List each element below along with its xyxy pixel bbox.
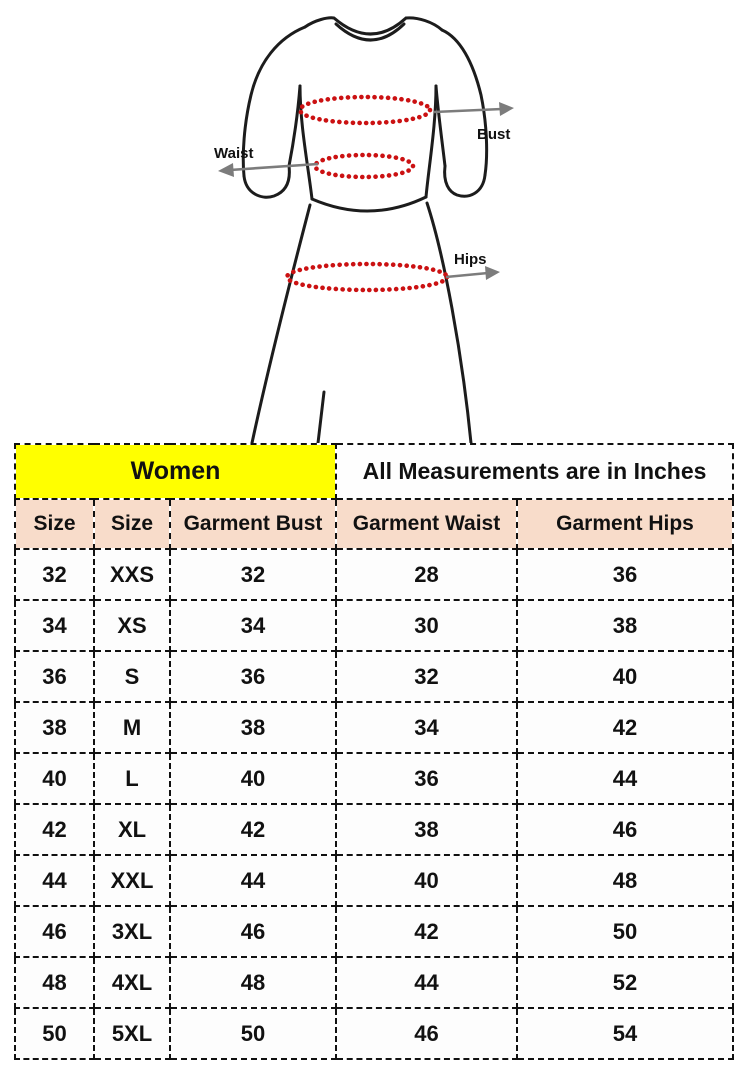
size-cell: 38: [14, 701, 95, 754]
size-cell: 32: [14, 548, 95, 601]
skirt-left-edge: [250, 203, 312, 445]
size-row: 42 XL 42 38 46: [14, 803, 735, 856]
size-cell: 3XL: [93, 905, 171, 958]
size-row: 44 XXL 44 40 48: [14, 854, 735, 907]
size-cell: XXL: [93, 854, 171, 907]
size-row: 46 3XL 46 42 50: [14, 905, 735, 958]
size-cell: 5XL: [93, 1007, 171, 1060]
size-cell: 40: [335, 854, 518, 907]
left-sleeve-inner: [287, 84, 302, 168]
size-row: 40 L 40 36 44: [14, 752, 735, 805]
size-row: 32 XXS 32 28 36: [14, 548, 735, 601]
size-cell: 50: [169, 1007, 337, 1060]
dress-measurement-diagram: Bust Waist Hips: [0, 0, 746, 445]
waist-measure-ellipse: [312, 152, 416, 180]
neckline-outer: [303, 16, 444, 36]
size-cell: 36: [335, 752, 518, 805]
size-row: 38 M 38 34 42: [14, 701, 735, 754]
waist-arrow: [218, 162, 319, 177]
size-cell: 42: [335, 905, 518, 958]
size-row: 48 4XL 48 44 52: [14, 956, 735, 1009]
left-cuff: [242, 164, 291, 199]
column-header-0-size: Size: [14, 498, 95, 550]
size-cell: 46: [169, 905, 337, 958]
size-cell: 34: [169, 599, 337, 652]
right-cuff: [443, 164, 487, 198]
size-cell: 32: [335, 650, 518, 703]
bust-measure-ellipse: [297, 94, 433, 126]
left-sleeve-outer: [241, 25, 307, 178]
size-cell: 36: [14, 650, 95, 703]
skirt-right-edge: [425, 201, 473, 445]
size-cell: 48: [14, 956, 95, 1009]
size-cell: 46: [14, 905, 95, 958]
women-title-cell: Women: [14, 443, 337, 500]
size-cell: 52: [515, 956, 735, 1009]
size-row: 50 5XL 50 46 54: [14, 1007, 735, 1060]
hips-measure-ellipse: [284, 261, 450, 293]
size-cell: 46: [335, 1007, 518, 1060]
size-cell: 36: [169, 650, 337, 703]
size-row: 34 XS 34 30 38: [14, 599, 735, 652]
size-cell: 38: [169, 701, 337, 754]
units-title-cell: All Measurements are in Inches: [334, 443, 735, 500]
size-cell: 54: [515, 1007, 735, 1060]
column-header-4-garment-hips: Garment Hips: [515, 498, 735, 550]
column-header-3-garment-waist: Garment Waist: [335, 498, 518, 550]
column-header-row: Size Size Garment Bust Garment Waist Garment…: [14, 498, 735, 550]
size-cell: 44: [335, 956, 518, 1009]
size-cell: 40: [169, 752, 337, 805]
size-cell: XS: [93, 599, 171, 652]
size-cell: 48: [515, 854, 735, 907]
column-header-2-garment-bust: Garment Bust: [169, 498, 337, 550]
hips-arrow: [445, 266, 500, 280]
size-cell: 38: [515, 599, 735, 652]
size-cell: 42: [14, 803, 95, 856]
skirt-center-slit: [316, 390, 326, 445]
right-sleeve-outer: [440, 28, 489, 177]
size-cell: S: [93, 650, 171, 703]
dress-diagram-svg: Bust Waist Hips: [214, 16, 514, 445]
size-cell: 42: [515, 701, 735, 754]
size-cell: 40: [14, 752, 95, 805]
size-cell: 34: [335, 701, 518, 754]
neckline-inner: [334, 22, 406, 42]
size-cell: 44: [515, 752, 735, 805]
bust-label: Bust: [477, 126, 510, 143]
dress-outline: [241, 16, 489, 445]
column-header-1-size: Size: [93, 498, 171, 550]
right-sleeve-inner: [434, 84, 447, 168]
size-cell: 32: [169, 548, 337, 601]
size-cell: 44: [169, 854, 337, 907]
size-cell: 48: [169, 956, 337, 1009]
size-cell: 50: [515, 905, 735, 958]
size-cell: 46: [515, 803, 735, 856]
size-cell: 28: [335, 548, 518, 601]
size-table-body: 32 XXS 32 28 36 34 XS 34 30 38 36 S 36 32 40 38 M 38 34 42 4…: [14, 548, 735, 1060]
table-title-row: Women All Measurements are in Inches: [14, 443, 735, 500]
size-row: 36 S 36 32 40: [14, 650, 735, 703]
size-cell: M: [93, 701, 171, 754]
size-cell: 42: [169, 803, 337, 856]
waist-label: Waist: [214, 145, 253, 162]
size-cell: XL: [93, 803, 171, 856]
left-bodice-side: [298, 84, 314, 201]
size-cell: 36: [515, 548, 735, 601]
size-table: Women All Measurements are in Inches Siz…: [14, 443, 735, 1060]
size-cell: L: [93, 752, 171, 805]
size-cell: 38: [335, 803, 518, 856]
size-cell: 30: [335, 599, 518, 652]
right-bodice-side: [424, 84, 438, 199]
size-cell: 50: [14, 1007, 95, 1060]
bodice-hem: [310, 195, 428, 213]
hips-label: Hips: [454, 251, 487, 268]
size-cell: 44: [14, 854, 95, 907]
size-cell: 4XL: [93, 956, 171, 1009]
bust-arrow: [433, 102, 514, 116]
size-cell: 40: [515, 650, 735, 703]
size-cell: 34: [14, 599, 95, 652]
size-cell: XXS: [93, 548, 171, 601]
